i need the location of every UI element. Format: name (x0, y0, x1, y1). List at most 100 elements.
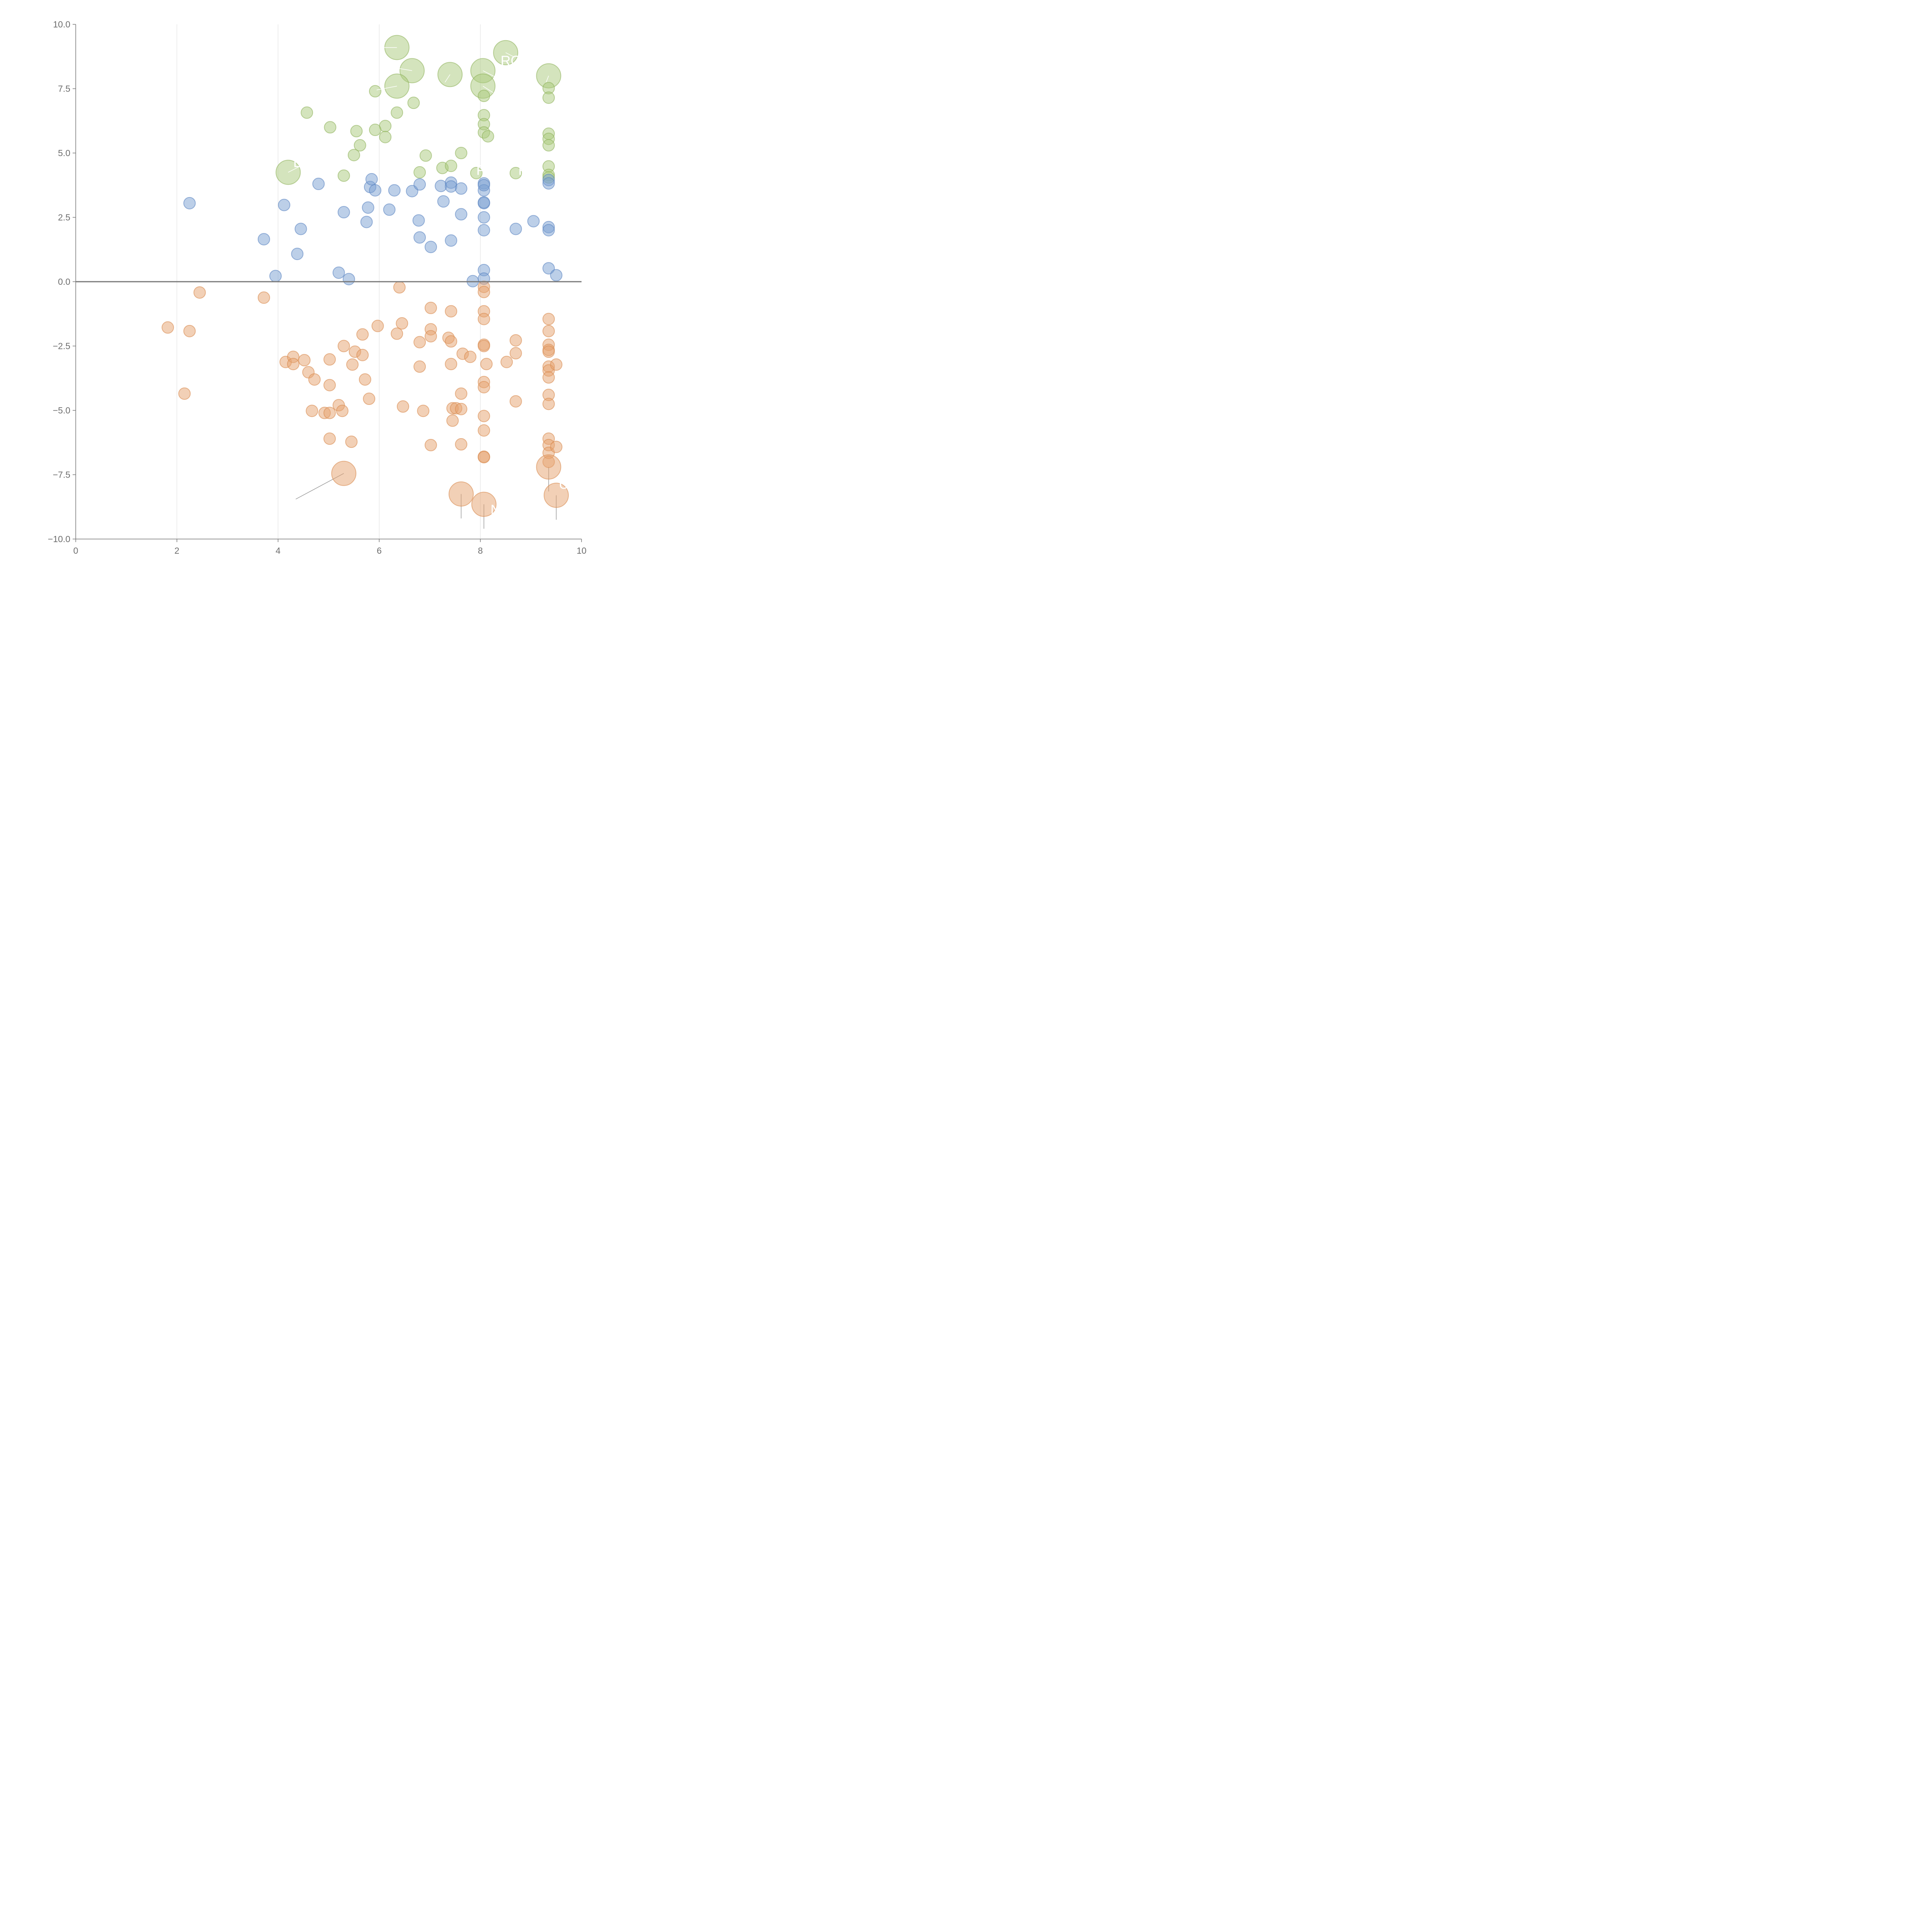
blue-bubble (337, 206, 350, 219)
orange-bubble (323, 406, 336, 419)
green-bubble (369, 85, 381, 98)
x-tick-label: 10 (577, 546, 587, 556)
green-bubble (542, 139, 555, 152)
leader-line (376, 86, 397, 90)
axes (75, 24, 582, 539)
blue-bubble (269, 270, 282, 282)
orange-bubble (183, 325, 196, 337)
orange-bubble (413, 360, 426, 373)
blue-bubble (362, 201, 374, 214)
blue-bubble (413, 178, 426, 191)
orange-bubble (445, 335, 457, 348)
green-bubble (455, 147, 468, 159)
blue-bubble (542, 262, 555, 275)
orange-bubble (500, 355, 513, 368)
blue-bubble (527, 215, 540, 228)
green-bubble (324, 121, 337, 134)
orange-bubble (413, 336, 426, 349)
bubble-labels: L RO P P NO UF (293, 53, 577, 518)
green-bubble (478, 90, 490, 102)
green-bubble (445, 160, 457, 172)
bubble-label: NO (490, 502, 511, 518)
x-axis-ticks: 0 2 4 6 8 10 (73, 539, 587, 556)
y-tick-label: −7.5 (53, 470, 70, 480)
blue-bubble (332, 266, 345, 279)
orange-bubble (446, 414, 459, 427)
orange-bubble (480, 358, 493, 371)
green-bubble (354, 139, 366, 152)
orange-bubble (323, 379, 336, 391)
orange-bubble (323, 353, 336, 366)
blue-bubble (291, 248, 304, 260)
orange-bubble (542, 325, 555, 337)
orange-bubble (464, 350, 477, 363)
y-axis-ticks: 10.0 7.5 5.0 2.5 0.0 −2.5 −5.0 −7.5 −10.0 (48, 19, 76, 544)
y-tick-label: −10.0 (48, 534, 70, 544)
orange-bubble (424, 439, 437, 451)
blue-bubble (478, 179, 490, 192)
x-tick-label: 4 (276, 546, 281, 556)
leader-line (505, 52, 514, 57)
blue-bubble (478, 196, 490, 209)
orange-bubble (308, 373, 321, 386)
orange-bubble (448, 481, 474, 507)
blue-bubble (455, 208, 468, 221)
leader-line (546, 75, 549, 83)
green-bubble (481, 130, 494, 143)
orange-bubble (478, 451, 490, 464)
bubble-label: L (293, 155, 301, 170)
orange-bubble (356, 349, 369, 361)
leader-line (288, 165, 301, 173)
x-tick-label: 8 (478, 546, 483, 556)
green-bubble (470, 167, 483, 179)
y-tick-label: 10.0 (53, 19, 70, 29)
blue-bubble (478, 211, 490, 224)
orange-bubble (550, 440, 563, 453)
green-bubble (509, 167, 522, 179)
blue-bubble (257, 233, 270, 246)
orange-bubble (306, 405, 318, 417)
orange-bubble (356, 328, 369, 341)
bubble-label: UF (559, 476, 577, 492)
orange-bubble (391, 327, 403, 340)
orange-bubble (509, 334, 522, 347)
green-bubble (542, 91, 555, 104)
blue-bubble (445, 234, 457, 247)
blue-bubble (509, 223, 522, 235)
blue-bubble (550, 269, 563, 282)
blue-bubble (278, 199, 291, 211)
green-bubble (413, 166, 426, 179)
orange-bubble (542, 371, 555, 384)
blue-bubble (445, 180, 457, 193)
orange-bubble (363, 393, 376, 405)
blue-bubble (424, 241, 437, 253)
orange-bubble (445, 305, 457, 318)
orange-bubble (346, 358, 359, 371)
orange-bubble (478, 313, 490, 325)
orange-bubble (542, 313, 555, 325)
blue-bubble (383, 203, 396, 216)
orange-bubble (396, 400, 409, 413)
leader-line (483, 86, 493, 93)
orange-bubble (424, 301, 437, 314)
leader-line (397, 68, 412, 71)
y-tick-label: 7.5 (58, 84, 70, 94)
blue-bubble (342, 273, 355, 286)
orange-bubble (336, 405, 349, 417)
green-bubble (407, 97, 420, 109)
blue-bubble (455, 182, 468, 195)
orange-bubble (371, 320, 384, 332)
blue-bubble (312, 177, 325, 190)
bubble-label: P (518, 162, 527, 178)
orange-bubble (544, 483, 569, 508)
blue-bubble (542, 177, 555, 190)
y-tick-label: 2.5 (58, 213, 70, 223)
orange-bubble (337, 340, 350, 352)
orange-bubble (550, 358, 563, 371)
x-tick-label: 2 (174, 546, 179, 556)
leader-line (483, 70, 496, 78)
y-tick-label: 0.0 (58, 277, 70, 287)
x-tick-label: 6 (377, 546, 382, 556)
bubble-label: RO (501, 53, 522, 69)
orange-bubble (331, 461, 357, 486)
